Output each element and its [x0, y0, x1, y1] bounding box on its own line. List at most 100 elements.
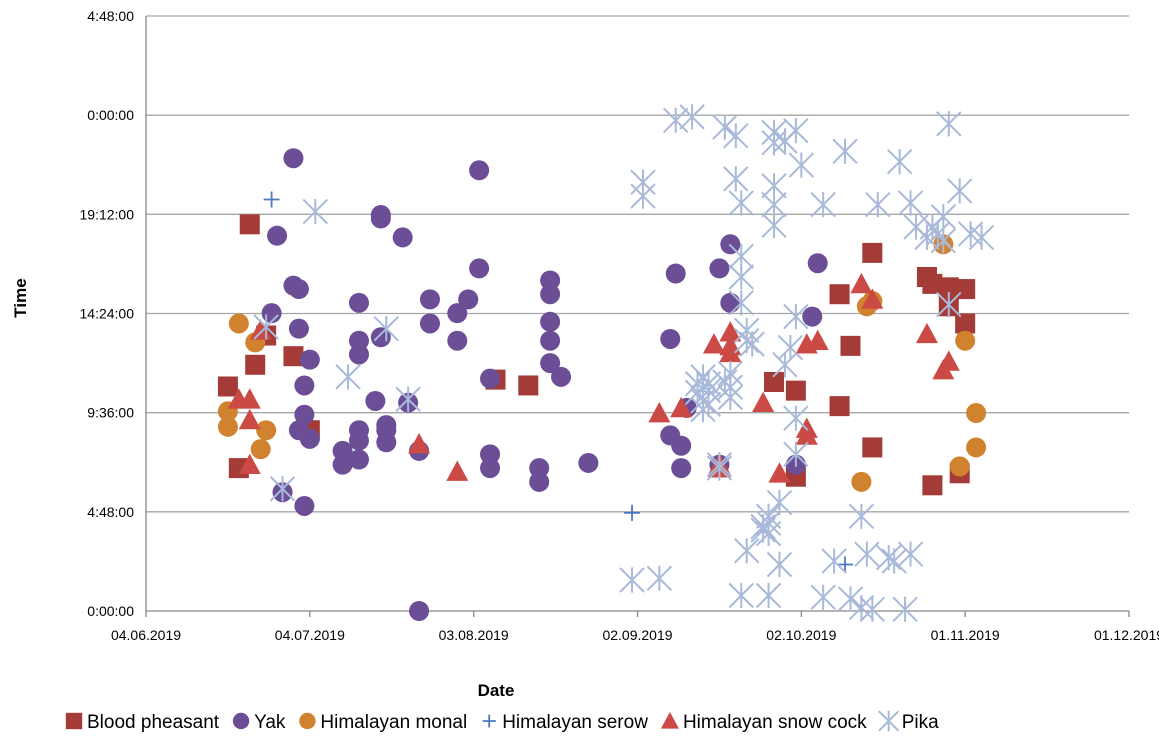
data-point: [217, 416, 238, 437]
data-point: [783, 441, 809, 468]
data-point: [702, 333, 725, 354]
data-point: [446, 460, 469, 481]
data-point: [540, 311, 561, 332]
data-point: [660, 328, 681, 349]
series-himalayan-monal: [217, 234, 987, 492]
data-point: [712, 114, 738, 140]
legend-label: Pika: [902, 712, 939, 733]
data-point: [768, 462, 791, 483]
data-point: [734, 538, 760, 564]
data-point: [540, 270, 561, 291]
data-point: [719, 334, 742, 356]
data-point: [228, 313, 249, 334]
data-point: [630, 183, 656, 209]
x-tick-label: 03.08.2019: [439, 627, 509, 643]
data-point: [648, 402, 671, 423]
data-point: [458, 289, 479, 310]
data-point: [837, 556, 854, 573]
data-point: [936, 291, 962, 318]
data-point: [624, 504, 641, 521]
data-point: [821, 548, 847, 574]
data-point: [850, 272, 873, 294]
data-point: [551, 366, 572, 387]
data-point: [783, 405, 809, 431]
data-point: [348, 430, 369, 451]
data-point: [217, 376, 238, 397]
data-point: [709, 258, 730, 279]
data-point: [348, 330, 369, 351]
data-point: [837, 586, 864, 612]
data-point: [373, 315, 399, 342]
data-point: [810, 191, 836, 218]
y-tick-label: 4:48:00: [87, 8, 134, 24]
data-point: [409, 601, 430, 621]
data-point: [256, 420, 277, 441]
data-point: [283, 346, 304, 367]
legend-label: Himalayan serow: [502, 712, 648, 733]
data-point: [578, 452, 599, 473]
data-point: [408, 433, 431, 454]
data-point: [447, 330, 468, 351]
series-himalayan-serow: [263, 191, 854, 573]
data-point: [881, 548, 907, 574]
y-tick-label: 4:48:00: [87, 504, 134, 520]
y-axis-title: Time: [11, 278, 30, 317]
legend-item: Himalayan snow cock: [660, 711, 867, 733]
data-point: [288, 318, 309, 339]
legend-label: Himalayan monal: [320, 712, 467, 733]
y-tick-label: 19:12:00: [80, 206, 135, 222]
data-point: [946, 178, 973, 204]
series-pika: [253, 104, 995, 622]
data-point: [892, 596, 918, 622]
data-point: [238, 388, 261, 409]
data-point: [263, 191, 280, 208]
data-point: [755, 582, 782, 609]
data-point: [810, 584, 836, 610]
data-point: [706, 455, 733, 481]
data-point: [777, 334, 804, 361]
y-tick-label: 0:00:00: [87, 107, 134, 123]
data-point: [670, 396, 693, 418]
data-point: [966, 437, 987, 458]
legend-label: Blood pheasant: [87, 712, 220, 733]
data-point: [955, 330, 976, 351]
data-point: [915, 322, 938, 344]
x-tick-label: 04.07.2019: [275, 627, 345, 643]
data-point: [294, 375, 315, 396]
data-point: [865, 191, 891, 218]
legend-item: Himalayan monal: [299, 712, 467, 733]
data-point: [395, 386, 421, 412]
data-point: [480, 368, 501, 389]
data-point: [728, 582, 754, 609]
data-point: [480, 458, 501, 479]
data-point: [807, 253, 828, 274]
data-point: [829, 396, 850, 417]
data-point: [540, 353, 561, 374]
data-point: [938, 277, 959, 298]
data-point: [829, 284, 850, 305]
data-point: [766, 489, 793, 516]
data-point: [840, 335, 861, 356]
data-point: [806, 329, 829, 351]
series-yak: [261, 148, 828, 621]
data-point: [788, 152, 815, 178]
data-point: [663, 107, 689, 134]
data-point: [419, 289, 440, 310]
legend-label: Yak: [254, 712, 286, 733]
data-point: [469, 160, 490, 181]
data-point: [238, 453, 261, 475]
legend-item: Yak: [232, 712, 286, 733]
data-point: [785, 380, 806, 401]
legend-marker: [660, 711, 679, 729]
data-point: [376, 415, 397, 436]
data-point: [267, 225, 288, 246]
legend: Blood pheasant Yak Himalayan monal Himalaya…: [65, 710, 939, 733]
data-point: [861, 288, 884, 309]
data-point: [862, 242, 883, 263]
y-tick-label: 14:24:00: [80, 306, 135, 322]
axes: [145, 16, 1130, 617]
data-point: [665, 263, 686, 284]
data-point: [955, 313, 976, 334]
data-point: [299, 349, 320, 370]
